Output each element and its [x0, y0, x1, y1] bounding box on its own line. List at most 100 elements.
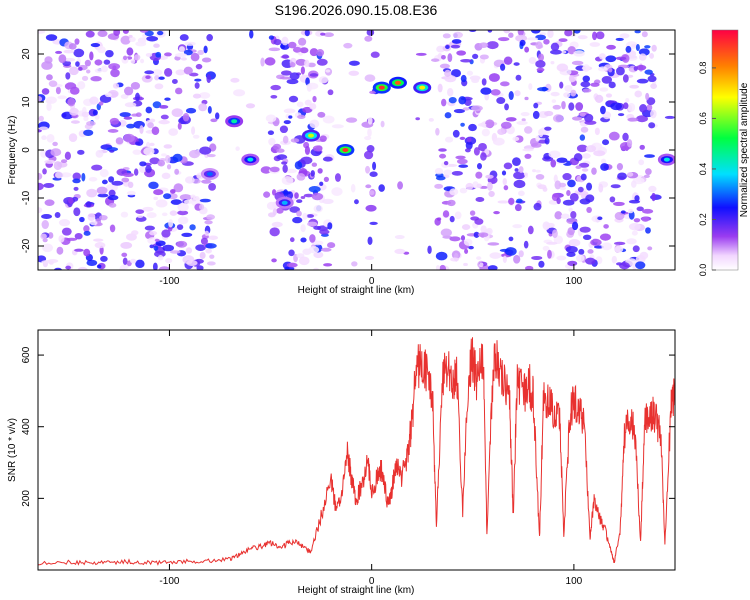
heatmap-cell [518, 166, 524, 174]
heatmap-cell [533, 102, 539, 109]
heatmap-cell [601, 242, 613, 251]
heatmap-cell [85, 30, 95, 38]
heatmap-cell [556, 197, 561, 205]
heatmap-cell [195, 63, 203, 70]
heatmap-cell [628, 222, 641, 231]
heatmap-cell [41, 213, 53, 219]
heatmap-cell [106, 147, 119, 152]
heatmap-cell [181, 232, 193, 237]
heatmap-cell [631, 230, 638, 236]
heatmap-cell [304, 99, 312, 106]
heatmap-cell [369, 221, 378, 225]
heatmap-cell [276, 207, 284, 214]
heatmap-cell [47, 232, 54, 239]
figure-title: S196.2026.090.15.08.E36 [275, 2, 438, 18]
heatmap-cell [475, 171, 483, 179]
heatmap-cell [183, 66, 193, 75]
heatmap-cell [38, 182, 44, 191]
heatmap-cell [56, 246, 64, 255]
heatmap-cell [485, 174, 494, 179]
heatmap-cell [189, 224, 196, 231]
heatmap-cell [169, 189, 176, 194]
heatmap-cell [641, 216, 650, 222]
heatmap-cell [306, 214, 315, 218]
heatmap-cell [121, 252, 128, 258]
heatmap-cell [436, 45, 445, 53]
heatmap-cell [594, 94, 604, 103]
heatmap-cell [161, 229, 171, 238]
heatmap-cell [562, 199, 575, 206]
heatmap-cell [84, 59, 91, 67]
heatmap-cell [437, 217, 442, 221]
heatmap-cell [144, 70, 155, 75]
heatmap-cell [199, 146, 212, 155]
heatmap-cell [139, 161, 147, 167]
heatmap-cell [493, 211, 500, 215]
heatmap-cell [616, 66, 625, 76]
heatmap-cell [524, 46, 530, 53]
heatmap-cell [369, 90, 376, 94]
heatmap-cell [313, 251, 324, 259]
heatmap-cell [64, 151, 71, 161]
heatmap-cell [573, 30, 581, 34]
heatmap-cell [646, 104, 653, 111]
heatmap-cell [635, 261, 646, 270]
heatmap-cell [538, 129, 544, 138]
heatmap-cell [334, 173, 341, 182]
heatmap-cell [367, 236, 373, 245]
heatmap-cell [271, 189, 277, 196]
heatmap-cell [481, 128, 490, 137]
heatmap-feature [308, 133, 314, 138]
heatmap-cell [459, 187, 468, 194]
heatmap-cell [146, 212, 157, 219]
heatmap-cell [591, 167, 597, 175]
heatmap-cell [40, 233, 47, 240]
heatmap-cell [597, 66, 608, 72]
heatmap-cell [38, 126, 49, 131]
heatmap-cell [453, 108, 466, 114]
heatmap-cell [331, 187, 343, 196]
heatmap-cell [547, 249, 552, 259]
heatmap-cell [309, 73, 319, 77]
heatmap-cell [44, 159, 56, 164]
heatmap-cell [289, 206, 300, 213]
heatmap-cell [450, 257, 460, 262]
heatmap-cell [94, 59, 103, 66]
heatmap-cell [160, 153, 167, 157]
heatmap-cell [365, 184, 372, 189]
heatmap-cell [199, 251, 206, 260]
heatmap-cell [535, 135, 540, 142]
heatmap-cell [135, 141, 141, 146]
heatmap-cell [582, 88, 592, 93]
heatmap-cell [609, 196, 616, 203]
heatmap-cell [282, 164, 288, 173]
heatmap-cell [105, 49, 114, 58]
heatmap-cell [322, 198, 334, 204]
heatmap-cell [152, 69, 163, 76]
heatmap-cell [476, 256, 482, 260]
heatmap-cell [532, 169, 537, 173]
heatmap-cell [140, 58, 145, 64]
heatmap-cell [205, 243, 217, 249]
heatmap-cell [289, 62, 296, 68]
heatmap-cell [603, 224, 609, 229]
heatmap-cell [616, 262, 623, 266]
heatmap-cell [112, 83, 120, 89]
heatmap-cell [586, 182, 593, 191]
heatmap-cell [147, 237, 159, 245]
heatmap-cell [463, 238, 473, 246]
heatmap-cell [199, 198, 211, 203]
heatmap-cell [304, 30, 310, 37]
heatmap-cell [126, 123, 135, 129]
heatmap-cell [72, 172, 81, 181]
heatmap-cell [625, 97, 630, 103]
heatmap-cell [289, 72, 300, 81]
heatmap-feature [419, 85, 426, 90]
heatmap-cell [156, 30, 164, 36]
heatmap-cell [548, 150, 561, 159]
heatmap-cell [323, 263, 333, 267]
heatmap-cell [149, 230, 158, 236]
heatmap-cell [647, 75, 657, 83]
heatmap-cell [133, 54, 141, 61]
heatmap-cell [157, 159, 166, 167]
